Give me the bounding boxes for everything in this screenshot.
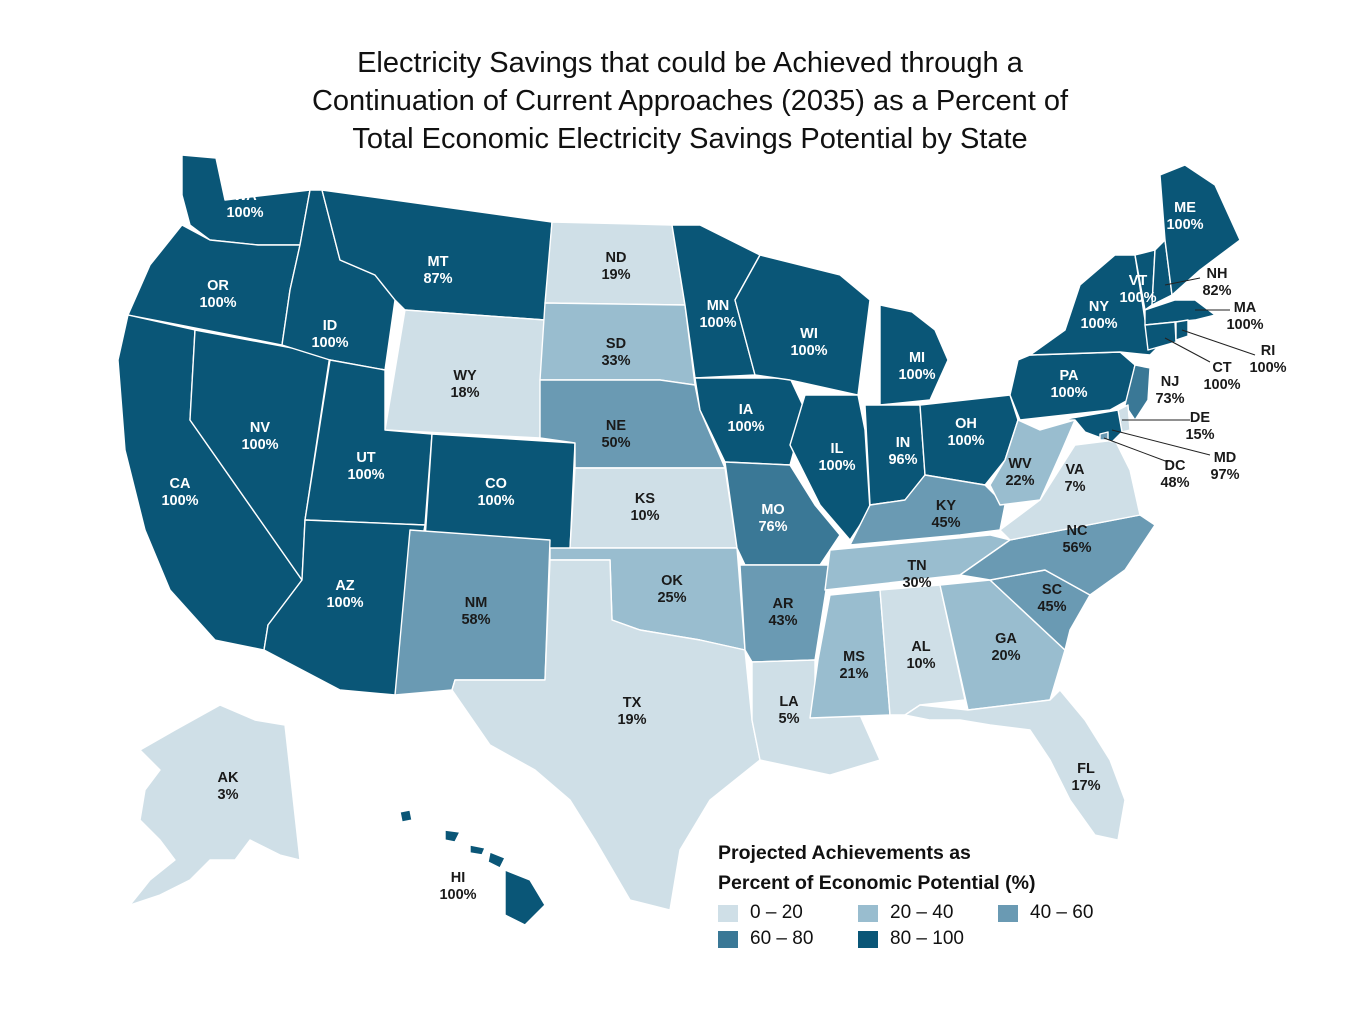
label-NE: NE 50% <box>601 418 630 451</box>
label-NH: NH 82% <box>1202 266 1231 299</box>
legend-swatch-20-40 <box>858 904 878 922</box>
state-NY[interactable] <box>1029 254 1161 356</box>
label-IA: IA 100% <box>727 402 764 435</box>
label-MO: MO 76% <box>758 502 787 535</box>
label-OK: OK 25% <box>657 573 686 606</box>
label-RI: RI 100% <box>1249 343 1286 376</box>
state-FL[interactable] <box>904 689 1126 841</box>
label-MD: MD 97% <box>1210 450 1239 483</box>
legend-item-0-20: 0 – 20 <box>718 902 858 924</box>
label-TN: TN 30% <box>902 558 931 591</box>
label-NJ: NJ 73% <box>1155 374 1184 407</box>
legend-label-80-100: 80 – 100 <box>890 928 964 949</box>
label-MT: MT 87% <box>423 254 452 287</box>
label-DE: DE 15% <box>1185 410 1214 443</box>
label-WY: WY 18% <box>450 368 479 401</box>
label-NY: NY 100% <box>1080 299 1117 332</box>
label-IN: IN 96% <box>888 435 917 468</box>
legend-swatch-40-60 <box>998 904 1018 922</box>
legend-title-line-2: Percent of Economic Potential (%) <box>718 872 1036 894</box>
label-NM: NM 58% <box>461 595 490 628</box>
label-MS: MS 21% <box>839 649 868 682</box>
label-AL: AL 10% <box>906 639 935 672</box>
label-AZ: AZ 100% <box>326 578 363 611</box>
leader-lines <box>1103 277 1256 463</box>
legend-label-20-40: 20 – 40 <box>890 902 954 923</box>
label-ME: ME 100% <box>1166 200 1203 233</box>
label-CA: CA 100% <box>161 476 198 509</box>
state-CT[interactable] <box>1144 321 1177 351</box>
label-KS: KS 10% <box>630 491 659 524</box>
label-MA: MA 100% <box>1226 300 1263 333</box>
legend-title: Projected Achievements as Percent of Eco… <box>718 838 1178 898</box>
label-WI: WI 100% <box>790 326 827 359</box>
label-MN: MN 100% <box>699 298 736 331</box>
legend-item-40-60: 40 – 60 <box>998 902 1138 924</box>
label-WV: WV 22% <box>1005 456 1034 489</box>
legend-swatch-60-80 <box>718 930 738 948</box>
label-ID: ID 100% <box>311 318 348 351</box>
label-TX: TX 19% <box>617 695 646 728</box>
legend-row-1: 0 – 20 20 – 40 40 – 60 <box>718 902 1178 924</box>
map-title: Electricity Savings that could be Achiev… <box>0 44 1350 158</box>
label-UT: UT 100% <box>347 450 384 483</box>
title-line-1: Electricity Savings that could be Achiev… <box>357 47 1023 79</box>
label-PA: PA 100% <box>1050 368 1087 401</box>
state-TX[interactable] <box>451 559 761 911</box>
state-AK[interactable] <box>129 704 301 906</box>
label-VA: VA 7% <box>1065 462 1086 495</box>
label-NC: NC 56% <box>1062 523 1091 556</box>
state-HI[interactable] <box>399 809 546 926</box>
legend-swatch-0-20 <box>718 904 738 922</box>
legend-label-40-60: 40 – 60 <box>1030 902 1094 923</box>
label-LA: LA 5% <box>779 694 800 727</box>
legend-swatch-80-100 <box>858 930 878 948</box>
state-GA[interactable] <box>939 579 1066 711</box>
label-SD: SD 33% <box>601 336 630 369</box>
label-GA: GA 20% <box>991 631 1020 664</box>
state-labels: WA 100% OR 100% CA 100% NV 100% ID 100% MT 87%… <box>161 188 1286 903</box>
legend-row-2: 60 – 80 80 – 100 <box>718 928 1178 950</box>
legend-item-80-100: 80 – 100 <box>858 928 998 950</box>
label-CO: CO 100% <box>477 476 514 509</box>
label-WA: WA 100% <box>226 188 263 221</box>
title-line-2: Continuation of Current Approaches (2035… <box>311 85 1069 117</box>
label-IL: IL 100% <box>818 441 855 474</box>
label-ND: ND 19% <box>601 250 630 283</box>
state-ME[interactable] <box>1159 164 1241 296</box>
label-FL: FL 17% <box>1071 761 1100 794</box>
state-VA[interactable] <box>999 439 1141 541</box>
label-OR: OR 100% <box>199 278 236 311</box>
title-line-3: Total Economic Electricity Savings Poten… <box>352 123 1028 155</box>
label-DC: DC 48% <box>1160 458 1189 491</box>
label-SC: SC 45% <box>1037 582 1066 615</box>
label-AR: AR 43% <box>768 596 797 629</box>
legend-item-20-40: 20 – 40 <box>858 902 998 924</box>
legend: Projected Achievements as Percent of Eco… <box>718 838 1178 950</box>
label-NV: NV 100% <box>241 420 278 453</box>
legend-title-line-1: Projected Achievements as <box>718 842 971 864</box>
label-AK: AK 3% <box>218 770 239 803</box>
state-WI[interactable] <box>734 254 871 396</box>
legend-item-60-80: 60 – 80 <box>718 928 858 950</box>
label-CT: CT 100% <box>1203 360 1240 393</box>
label-MI: MI 100% <box>898 350 935 383</box>
label-OH: OH 100% <box>947 416 984 449</box>
state-MS[interactable] <box>809 589 891 719</box>
legend-label-0-20: 0 – 20 <box>750 902 803 923</box>
label-KY: KY 45% <box>931 498 960 531</box>
label-HI: HI 100% <box>439 870 476 903</box>
label-VT: VT 100% <box>1119 273 1156 306</box>
legend-label-60-80: 60 – 80 <box>750 928 814 949</box>
state-WV[interactable] <box>989 419 1076 506</box>
